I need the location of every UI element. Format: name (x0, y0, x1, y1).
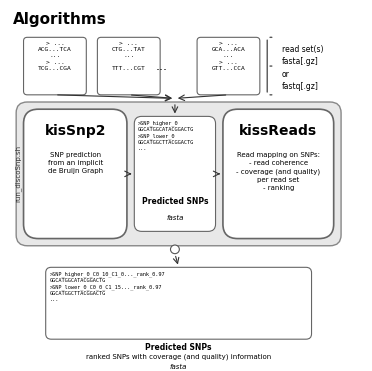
Text: kisSnp2: kisSnp2 (45, 124, 106, 138)
FancyBboxPatch shape (23, 109, 127, 239)
Text: SNP prediction
from an implicit
de Bruijn Graph: SNP prediction from an implicit de Bruij… (48, 152, 103, 174)
FancyBboxPatch shape (16, 102, 341, 246)
Text: ...: ... (156, 60, 168, 73)
Text: Predicted SNPs: Predicted SNPs (145, 343, 212, 352)
FancyBboxPatch shape (97, 37, 160, 95)
Text: > ...
ACG...TCA
...
> ...
TCG...CGA: > ... ACG...TCA ... > ... TCG...CGA (38, 41, 72, 71)
Text: >SNP_higher_0_C0_10_C1_0..._rank_0.97
GGCATGGCATACGGACTG
>SNP_lower_0_C0_0_C1_15: >SNP_higher_0_C0_10_C1_0..._rank_0.97 GG… (49, 271, 165, 302)
FancyBboxPatch shape (46, 267, 311, 339)
Text: > ...
CTG...TAT
...

TTT...CGT: > ... CTG...TAT ... TTT...CGT (112, 41, 146, 71)
Text: Predicted SNPs: Predicted SNPs (142, 197, 208, 206)
Text: read set(s)
fasta[.gz]
or
fastq[.gz]: read set(s) fasta[.gz] or fastq[.gz] (282, 45, 324, 91)
FancyBboxPatch shape (197, 37, 260, 95)
FancyBboxPatch shape (223, 109, 334, 239)
Text: fasta: fasta (166, 214, 184, 221)
FancyBboxPatch shape (134, 116, 215, 232)
Text: Algorithms: Algorithms (13, 12, 106, 27)
Text: run_discoSnp.sh: run_discoSnp.sh (15, 145, 21, 203)
Text: ranked SNPs with coverage (and quality) information: ranked SNPs with coverage (and quality) … (86, 354, 271, 360)
FancyBboxPatch shape (23, 37, 86, 95)
Text: Read mapping on SNPs:
- read coherence
- coverage (and quality)
per read set
- r: Read mapping on SNPs: - read coherence -… (236, 152, 320, 191)
Circle shape (170, 245, 179, 254)
Text: > ...
GCA...ACA
...
> ...
GTT...CCA: > ... GCA...ACA ... > ... GTT...CCA (212, 41, 246, 71)
Text: kissReads: kissReads (239, 124, 317, 138)
Text: fasta: fasta (170, 364, 187, 370)
Text: >SNP_higher_0
GGCATGGCATACGGACTG
>SNP_lower_0
GGCATGGCTTACGGACTG
...: >SNP_higher_0 GGCATGGCATACGGACTG >SNP_lo… (138, 120, 194, 151)
